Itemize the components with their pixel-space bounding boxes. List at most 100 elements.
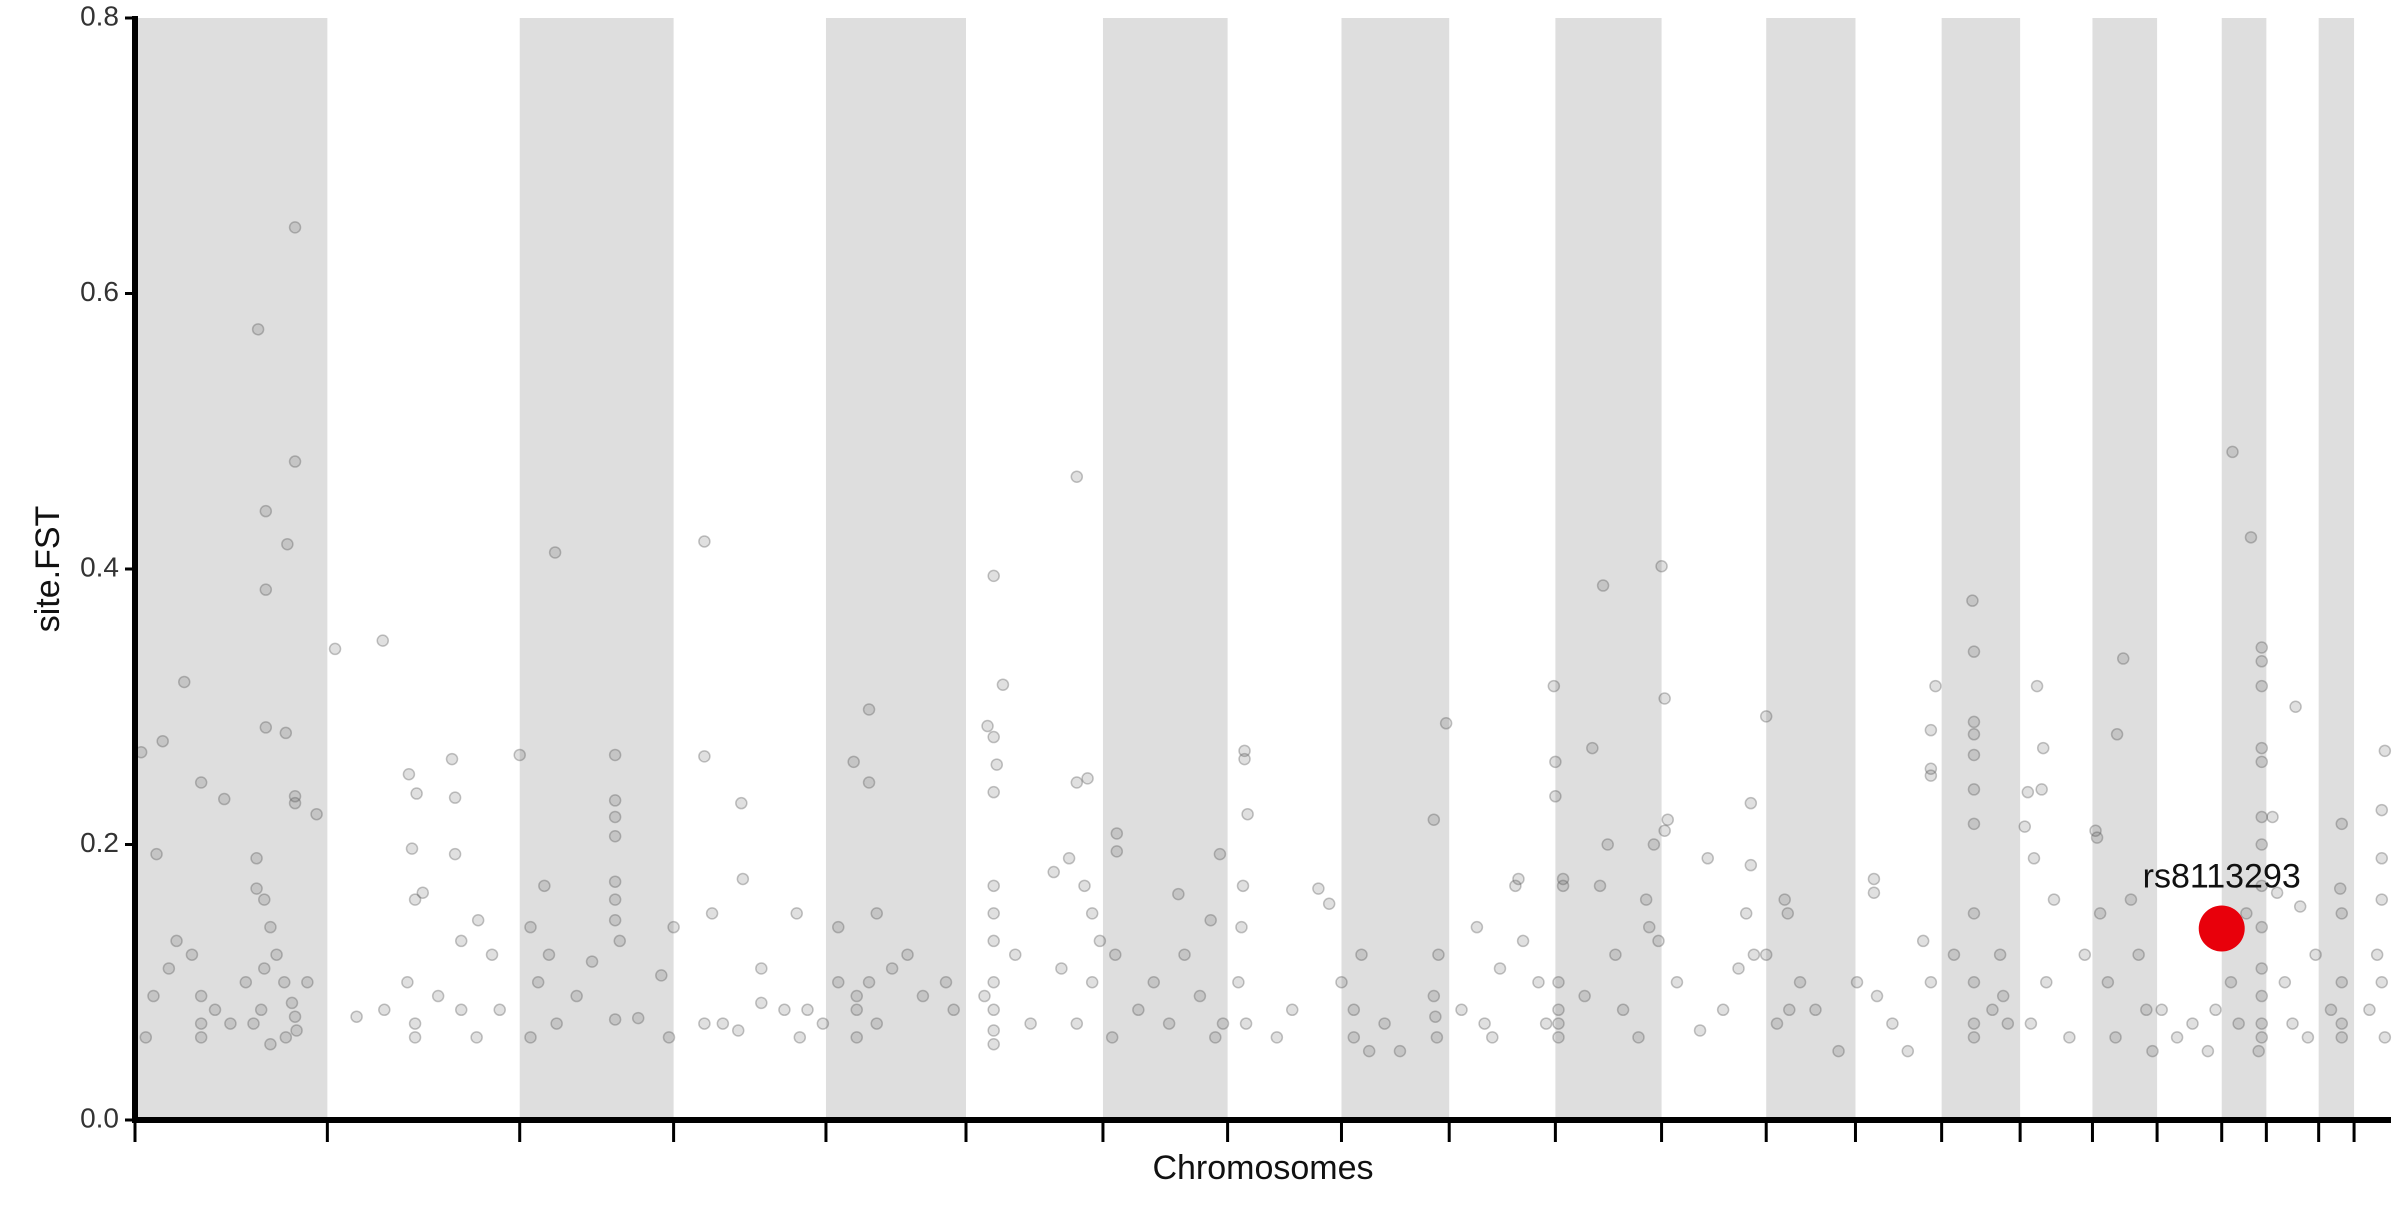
data-point: [493, 1003, 506, 1017]
data-point: [1055, 962, 1068, 975]
data-point: [1110, 827, 1124, 840]
data-point: [862, 976, 876, 989]
data-point: [285, 996, 299, 1010]
data-point: [1178, 948, 1191, 961]
data-point: [1809, 1003, 1822, 1017]
data-point: [1347, 1031, 1361, 1044]
data-point: [608, 914, 622, 927]
y-tick-label: 0.4: [80, 551, 119, 582]
data-point: [1430, 1031, 1444, 1044]
data-point: [2375, 803, 2389, 817]
data-point: [698, 1017, 711, 1030]
data-point: [1924, 762, 1938, 775]
data-point: [2375, 852, 2389, 865]
data-point: [1081, 772, 1094, 785]
data-point: [793, 1031, 807, 1044]
data-point: [2301, 1031, 2315, 1044]
data-point: [301, 976, 314, 989]
x-axis-label: Chromosomes: [1152, 1149, 1373, 1187]
data-point: [2101, 976, 2115, 989]
data-point: [981, 719, 994, 733]
data-point: [408, 1017, 422, 1030]
data-point: [2333, 882, 2347, 895]
data-point: [2335, 976, 2349, 989]
data-point: [531, 976, 545, 989]
data-point: [513, 748, 526, 762]
data-point: [2078, 948, 2092, 961]
data-point: [264, 920, 277, 934]
data-point: [2255, 1017, 2268, 1030]
data-point: [987, 976, 1000, 989]
data-point: [471, 914, 485, 927]
data-point: [2132, 948, 2145, 961]
data-point: [1967, 1031, 1981, 1044]
data-point: [2363, 1003, 2376, 1017]
data-point: [288, 1010, 302, 1023]
data-point: [1632, 1031, 1645, 1044]
data-point: [2109, 1031, 2122, 1044]
data-point: [2255, 920, 2268, 934]
data-point: [448, 847, 462, 861]
data-point: [1427, 989, 1441, 1003]
data-point: [194, 989, 208, 1003]
data-point: [698, 750, 711, 763]
data-point: [1235, 920, 1248, 934]
data-point: [1870, 989, 1884, 1003]
data-point: [2255, 962, 2268, 975]
points: rs8113293: [134, 221, 2392, 1058]
data-point: [524, 920, 537, 934]
data-point: [1486, 1031, 1499, 1044]
data-point: [1213, 847, 1227, 861]
data-point: [1429, 1010, 1442, 1023]
data-point: [378, 1003, 391, 1017]
data-point: [1658, 692, 1671, 705]
data-point: [177, 675, 191, 689]
data-point: [1209, 1031, 1222, 1044]
data-point: [655, 969, 668, 982]
data-point: [1967, 728, 1981, 741]
data-point: [987, 569, 1000, 583]
data-point: [2255, 810, 2268, 824]
data-point: [1552, 1031, 1565, 1044]
data-point: [2309, 948, 2322, 961]
data-point: [1593, 879, 1607, 893]
data-point: [1539, 1017, 1553, 1030]
data-point: [147, 989, 160, 1003]
data-point: [251, 323, 265, 336]
data-point: [1643, 920, 1656, 934]
data-point: [2201, 1044, 2215, 1058]
data-point: [2255, 641, 2268, 654]
chromosome-band: [1941, 18, 2021, 1120]
data-point: [1759, 710, 1773, 723]
data-point: [208, 1003, 222, 1017]
data-point: [258, 962, 271, 975]
data-point: [2047, 893, 2061, 906]
data-point: [1549, 755, 1562, 769]
data-point: [1639, 893, 1653, 906]
data-point: [1070, 776, 1084, 789]
data-point: [1867, 886, 1881, 899]
data-point: [2270, 886, 2284, 899]
data-point: [2186, 1017, 2199, 1030]
data-point: [2240, 907, 2253, 920]
data-point: [987, 879, 1000, 893]
data-point: [1986, 1003, 1999, 1017]
data-point: [987, 907, 1000, 920]
data-point: [987, 785, 1000, 799]
data-point: [2035, 783, 2048, 796]
data-point: [1193, 989, 1207, 1003]
data-point: [2021, 785, 2035, 799]
data-point: [1901, 1044, 1915, 1058]
data-point: [310, 807, 323, 821]
data-point: [1655, 559, 1668, 573]
data-point: [916, 989, 930, 1003]
data-point: [1966, 594, 1979, 607]
data-point: [2286, 1017, 2299, 1030]
chromosome-band: [135, 18, 328, 1120]
data-point: [801, 1003, 814, 1017]
data-point: [1609, 948, 1622, 961]
data-point: [1967, 748, 1981, 762]
data-point: [259, 721, 273, 734]
data-point: [1110, 845, 1124, 858]
data-point: [1924, 769, 1938, 782]
